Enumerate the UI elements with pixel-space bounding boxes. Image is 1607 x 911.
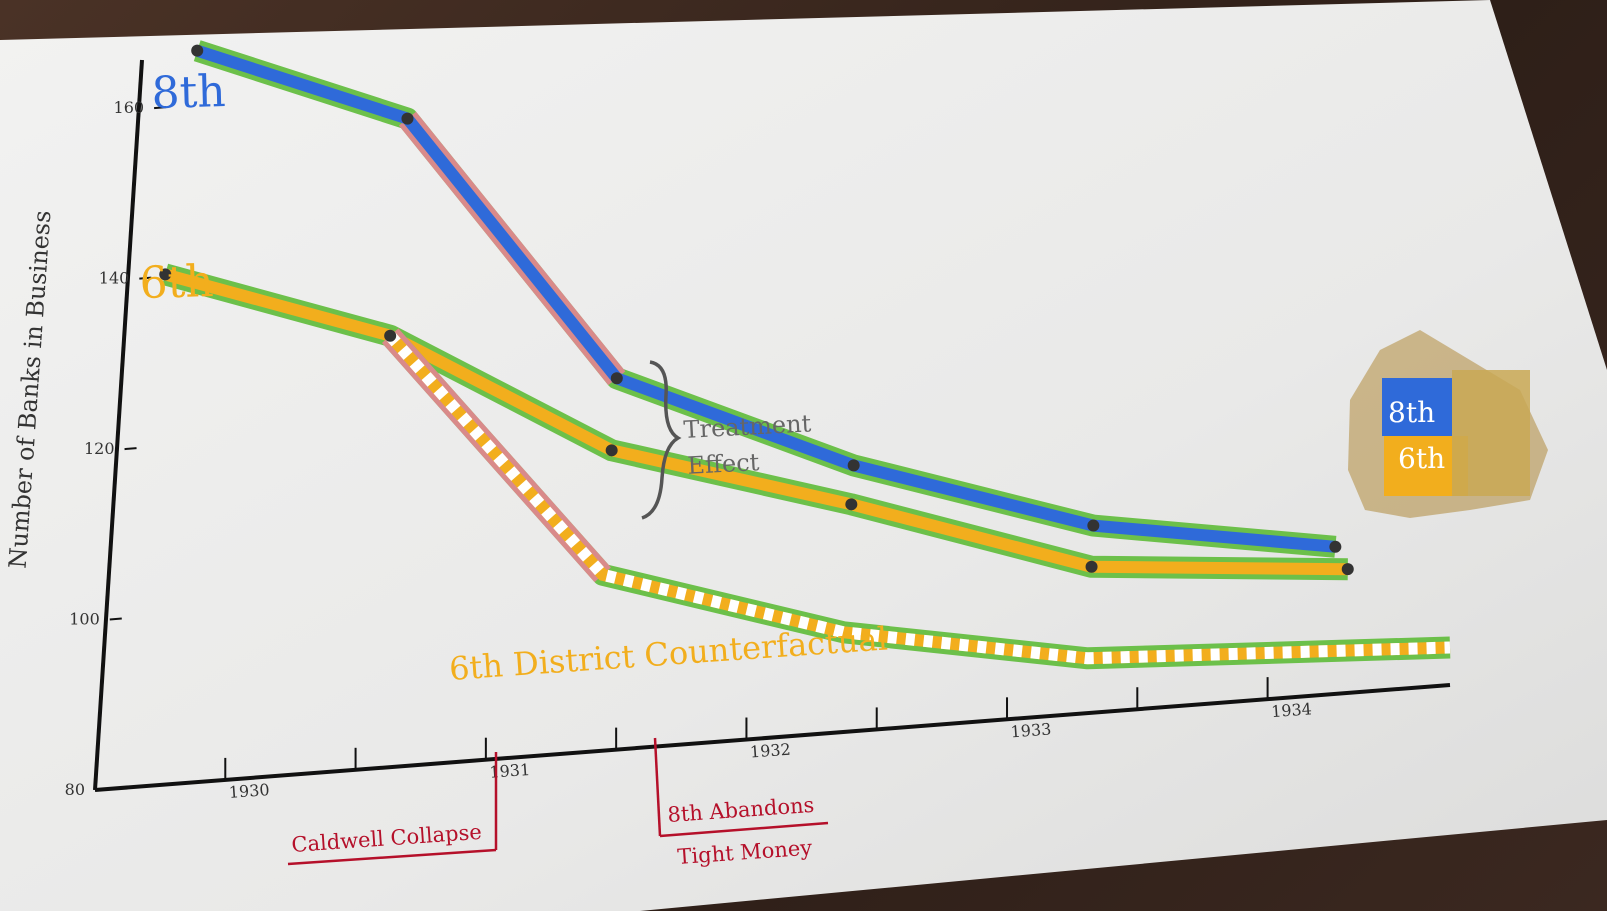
point-1-2 <box>605 444 618 457</box>
y-axis <box>93 59 144 791</box>
y-tick-mark-120 <box>124 447 137 451</box>
district-map: 8th 6th <box>1348 330 1548 518</box>
x-tick-label-1934: 1934 <box>1271 699 1313 721</box>
map-region-east <box>1452 370 1530 496</box>
point-0-1 <box>401 112 414 125</box>
y-tick-label-120: 120 <box>84 439 115 458</box>
y-tick-label-160: 160 <box>114 98 145 117</box>
map-region-8th <box>1382 378 1452 436</box>
series-line-0 <box>195 44 1336 553</box>
event-marker-caldwell <box>287 752 498 866</box>
treatment-effect-line-1: Treatment <box>683 409 812 444</box>
x-tick-label-1930: 1930 <box>228 780 270 802</box>
map-label-6th: 6th <box>1398 442 1445 475</box>
y-tick-label-100: 100 <box>69 610 100 629</box>
treatment-effect-brace <box>641 360 682 520</box>
point-0-3 <box>847 459 860 472</box>
point-1-1 <box>384 329 397 342</box>
point-0-4 <box>1087 519 1100 532</box>
treatment-effect-label: Treatment Effect <box>683 409 822 480</box>
x-tick-label-1931: 1931 <box>489 760 531 782</box>
series-line-2 <box>385 331 1451 665</box>
point-1-5 <box>1341 563 1354 576</box>
y-tick-label-140: 140 <box>99 269 130 288</box>
y-tick-label-80: 80 <box>65 780 85 799</box>
x-axis <box>94 683 1451 792</box>
series-label-8th: 8th <box>151 66 226 119</box>
point-1-4 <box>1085 560 1098 573</box>
x-tick-label-1932: 1932 <box>749 740 791 762</box>
event-marker-8th-abandons <box>653 737 829 838</box>
y-tick-mark-100 <box>109 617 122 621</box>
treatment-effect-line-2: Effect <box>687 448 761 480</box>
point-0-0 <box>191 44 204 57</box>
y-tick-mark-140 <box>139 276 152 280</box>
point-0-2 <box>610 372 623 385</box>
point-1-3 <box>845 498 858 511</box>
map-label-8th: 8th <box>1388 396 1435 429</box>
series-label-6th: 6th <box>139 256 214 309</box>
y-tick-mark-160 <box>154 106 167 110</box>
x-tick-label-1933: 1933 <box>1010 720 1052 742</box>
point-1-0 <box>159 268 172 281</box>
point-0-5 <box>1329 540 1342 553</box>
series-line-1 <box>163 268 1348 576</box>
y-tick-mark-80 <box>94 788 108 791</box>
